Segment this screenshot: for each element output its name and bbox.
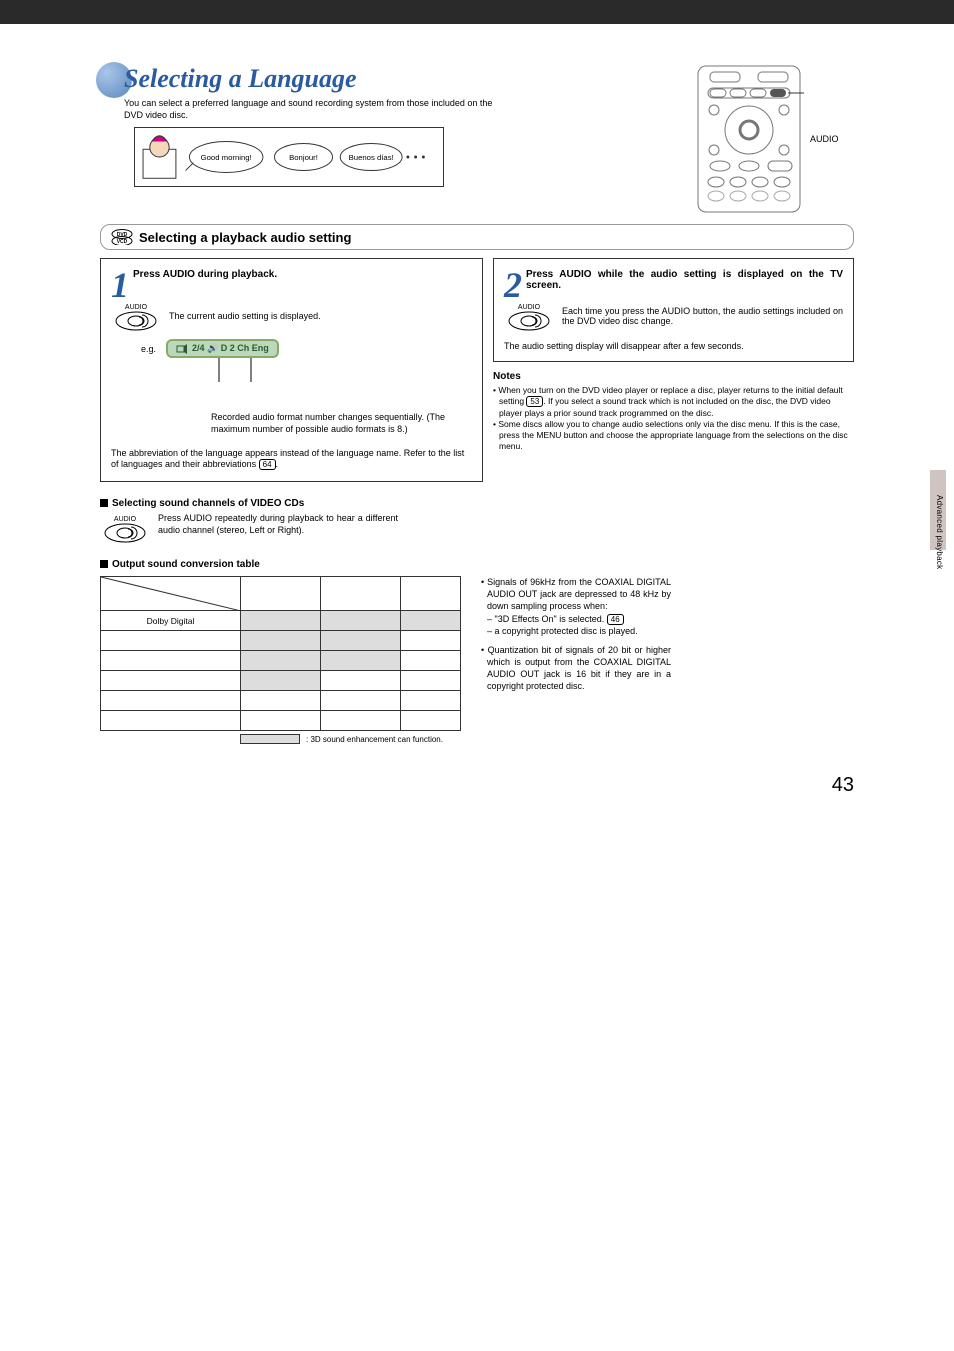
bubble-3: Buenos días! xyxy=(349,153,394,162)
cartoon-illustration: Good morning! Bonjour! Buenos días! xyxy=(134,127,664,187)
side-note-item: Signals of 96kHz from the COAXIAL DIGITA… xyxy=(481,576,671,637)
page-ref-53: 53 xyxy=(526,396,543,407)
square-bullet-icon xyxy=(100,499,108,507)
col-header xyxy=(241,577,321,611)
table-row: Dolby Digital xyxy=(101,611,461,631)
svg-text:AUDIO: AUDIO xyxy=(114,516,137,523)
osd-text: 2/4 🔊 D 2 Ch Eng xyxy=(192,343,269,354)
vcd-text: Press AUDIO repeatedly during playback t… xyxy=(158,513,398,536)
page-number: 43 xyxy=(100,774,854,797)
page-ref-64: 64 xyxy=(259,459,276,470)
audio-button-icon: AUDIO xyxy=(111,301,161,331)
side-note-item: Quantization bit of signals of 20 bit or… xyxy=(481,644,671,693)
vcd-head: Selecting sound channels of VIDEO CDs xyxy=(100,498,854,509)
note-item: Some discs allow you to change audio sel… xyxy=(493,419,854,452)
page-title: Selecting a Language xyxy=(124,64,664,94)
svg-text:VCD: VCD xyxy=(117,239,128,245)
dvd-vcd-icon: DVD VCD xyxy=(111,229,133,245)
table-row xyxy=(101,631,461,651)
step-1-callout: Recorded audio format number changes seq… xyxy=(211,412,472,435)
side-notes: Signals of 96kHz from the COAXIAL DIGITA… xyxy=(481,576,671,698)
page-subtitle: You can select a preferred language and … xyxy=(124,98,504,121)
step-1-caption: The current audio setting is displayed. xyxy=(169,311,321,321)
audio-button-icon: AUDIO xyxy=(504,301,554,331)
step-2-caption: Each time you press the AUDIO button, th… xyxy=(562,306,843,326)
table-footnote: : 3D sound enhancement can function. xyxy=(240,734,461,744)
step-2-tail: The audio setting display will disappear… xyxy=(504,341,843,351)
title-text: Selecting a Language xyxy=(124,64,357,93)
bubble-1: Good morning! xyxy=(201,153,252,162)
audio-button-icon: AUDIO xyxy=(100,513,150,543)
col-header xyxy=(401,577,461,611)
diag-header xyxy=(101,577,241,611)
remote-illustration xyxy=(694,64,804,214)
bubble-2: Bonjour! xyxy=(289,153,318,162)
table-row xyxy=(101,651,461,671)
step-2-box: 2 Press AUDIO while the audio setting is… xyxy=(493,258,854,362)
note-item: When you turn on the DVD video player or… xyxy=(493,385,854,418)
callout-lines xyxy=(191,358,371,384)
conversion-table: Dolby Digital xyxy=(100,576,461,731)
table-row xyxy=(101,691,461,711)
notes-head: Notes xyxy=(493,370,854,383)
step-1-bottom: The abbreviation of the language appears… xyxy=(111,448,472,471)
table-row xyxy=(101,671,461,691)
osd-display: 2/4 🔊 D 2 Ch Eng xyxy=(166,339,279,358)
step-2-head: Press AUDIO while the audio setting is d… xyxy=(504,269,843,291)
section-header-text: Selecting a playback audio setting xyxy=(139,230,351,245)
col-header xyxy=(321,577,401,611)
step-1-number: 1 xyxy=(111,269,129,301)
step-2-number: 2 xyxy=(504,269,522,301)
top-bar xyxy=(0,0,954,24)
square-bullet-icon xyxy=(100,560,108,568)
section-header: DVD VCD Selecting a playback audio setti… xyxy=(100,224,854,250)
svg-text:AUDIO: AUDIO xyxy=(125,304,148,311)
svg-text:AUDIO: AUDIO xyxy=(518,304,541,311)
notes-list: When you turn on the DVD video player or… xyxy=(493,385,854,452)
shade-legend-box xyxy=(240,734,300,744)
step-1-head: Press AUDIO during playback. xyxy=(111,269,472,280)
table-row xyxy=(101,711,461,731)
remote-audio-label: AUDIO xyxy=(810,134,839,144)
table-head: Output sound conversion table xyxy=(100,559,854,570)
step-1-box: 1 Press AUDIO during playback. AUDIO The… xyxy=(100,258,483,482)
eg-label: e.g. xyxy=(141,344,156,354)
page-ref-46: 46 xyxy=(607,614,624,625)
